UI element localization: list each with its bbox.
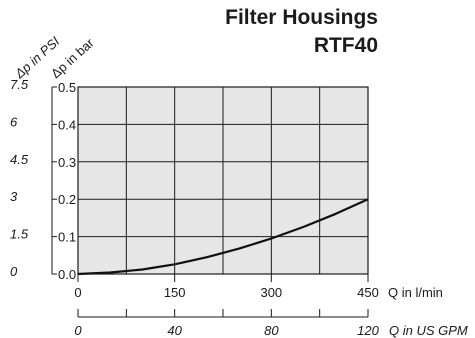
curve-point — [238, 248, 240, 250]
chart-title-line2: RTF40 — [313, 34, 378, 57]
x-axis-lmin-label: Q in l/min — [388, 285, 443, 300]
curve-point — [270, 237, 272, 239]
x-axis-lmin-tick-label: 0 — [74, 285, 81, 300]
curve-point — [141, 269, 143, 271]
pressure-drop-curve — [77, 198, 369, 276]
y-axis-bar-tick-label: 0.0 — [58, 267, 76, 282]
curve-point — [77, 273, 79, 275]
y-axis-psi-tick-label: 4.5 — [10, 152, 29, 167]
curve-point — [367, 198, 369, 200]
y-axis-bar-tick-label: 0.5 — [58, 80, 76, 95]
y-axis-psi-tick-label: 1.5 — [10, 227, 29, 242]
x-axis-gpm-tick-label: 0 — [74, 323, 82, 338]
x-axis-gpm-tick-label: 120 — [357, 323, 379, 338]
curve-point — [109, 272, 111, 274]
x-axis-lmin-tick-label: 300 — [260, 285, 282, 300]
curve-point — [335, 213, 337, 215]
y-axis-psi-tick-label: 3 — [10, 189, 18, 204]
x-axis-gpm-tick-label: 40 — [167, 323, 182, 338]
y-axis-psi-tick-label: 0 — [10, 264, 18, 279]
x-axis-lmin-tick-label: 150 — [164, 285, 186, 300]
x-axis-lmin-tick-label: 450 — [357, 285, 379, 300]
y-axis-psi-tick-label: 7.5 — [10, 77, 29, 92]
curve-point — [303, 226, 305, 228]
y-axis-bar-tick-label: 0.3 — [58, 155, 76, 170]
y-axis-bar-tick-label: 0.1 — [58, 230, 76, 245]
curve-point — [206, 256, 208, 258]
y-axis-bar-tick-label: 0.2 — [58, 192, 76, 207]
y-axis-psi-tick-label: 6 — [10, 114, 18, 129]
x-axis-gpm-label: Q in US GPM — [389, 323, 468, 338]
chart-title-line1: Filter Housings — [225, 6, 378, 29]
x-axis-gpm-tick-label: 80 — [264, 323, 279, 338]
curve-point — [174, 263, 176, 265]
y-axis-bar-tick-label: 0.4 — [58, 117, 76, 132]
